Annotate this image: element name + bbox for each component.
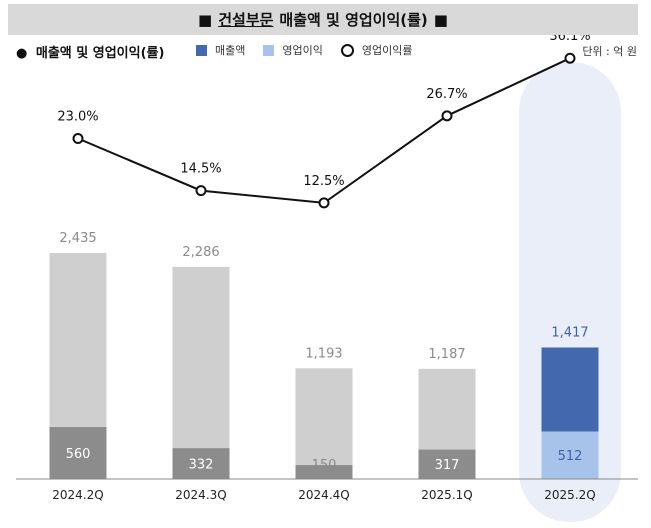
- x-tick-label: 2024.2Q: [52, 488, 103, 502]
- revenue-bar: [172, 266, 230, 479]
- legend-item-margin: 영업이익률: [340, 42, 413, 58]
- bullet-icon: ●: [16, 46, 28, 61]
- legend-item-operating-profit: 영업이익: [263, 42, 323, 58]
- chart-title: ■ 건설부문 매출액 및 영업이익(률) ■: [8, 4, 638, 35]
- margin-point: [564, 52, 576, 64]
- revenue-data-label: 1,187: [428, 347, 465, 362]
- legend-swatch-operating-profit: [263, 44, 275, 56]
- margin-point: [318, 197, 330, 209]
- revenue-bar: [295, 368, 353, 479]
- margin-data-label: 26.7%: [426, 87, 467, 102]
- revenue-data-label: 2,435: [59, 231, 96, 246]
- unit-label: 단위 : 억 원: [582, 45, 637, 58]
- x-tick-label: 2025.1Q: [421, 488, 472, 502]
- subheading-text: 매출액 및 영업이익(률): [35, 46, 165, 61]
- operating-profit-bar: [295, 465, 353, 479]
- operating-profit-data-label: 560: [66, 447, 91, 462]
- operating-profit-data-label: 150: [312, 458, 337, 473]
- operating-profit-bar: [418, 449, 476, 479]
- margin-point: [72, 133, 84, 145]
- title-text: 매출액 및 영업이익(률): [279, 11, 428, 29]
- chart-subheading: ● 매출액 및 영업이익(률): [16, 42, 164, 61]
- legend-label-margin: 영업이익률: [361, 44, 413, 57]
- margin-data-label: 14.5%: [180, 162, 221, 177]
- operating-profit-data-label: 317: [435, 458, 460, 473]
- legend: 매출액 영업이익 영업이익률: [196, 42, 430, 58]
- legend-swatch-revenue: [196, 44, 207, 56]
- legend-label-operating-profit: 영업이익: [282, 44, 323, 57]
- margin-point: [441, 110, 453, 122]
- x-tick-label: 2025.2Q: [544, 488, 595, 502]
- margin-point: [195, 185, 207, 197]
- legend-label-revenue: 매출액: [215, 44, 246, 57]
- x-tick-label: 2024.3Q: [175, 488, 226, 502]
- revenue-data-label: 1,193: [305, 346, 342, 361]
- operating-profit-bar: [541, 431, 599, 479]
- operating-profit-bar: [172, 448, 230, 479]
- operating-profit-data-label: 512: [558, 449, 583, 464]
- margin-data-label: 12.5%: [303, 174, 344, 189]
- margin-data-label: 23.0%: [57, 110, 98, 125]
- legend-marker-margin: [340, 43, 354, 57]
- x-tick-label: 2024.4Q: [298, 488, 349, 502]
- title-underlined-text: 건설부문: [218, 11, 274, 29]
- revenue-data-label: 1,417: [551, 325, 588, 340]
- title-left-mark: ■: [198, 10, 213, 29]
- revenue-data-label: 2,286: [182, 245, 219, 260]
- title-right-mark: ■: [433, 10, 448, 29]
- operating-profit-bar: [49, 427, 107, 479]
- operating-profit-data-label: 332: [189, 458, 214, 473]
- legend-item-revenue: 매출액: [196, 42, 245, 58]
